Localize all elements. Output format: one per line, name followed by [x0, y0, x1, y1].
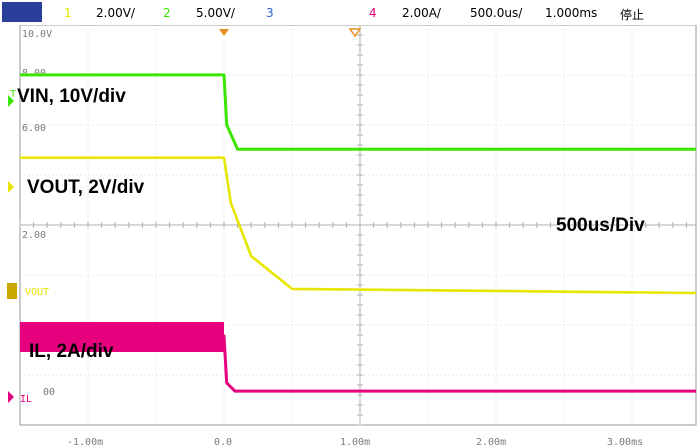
traces	[20, 73, 697, 393]
scope-toolbar: 1 2.00V/ 2 5.00V/ 3 4 2.00A/ 500.0us/ 1.…	[0, 0, 699, 25]
vout-trace	[20, 156, 697, 295]
x-label-3ms: 3.00ms	[607, 437, 643, 448]
ch2-scale[interactable]: 5.00V/	[196, 6, 235, 20]
y-label-0: 00	[43, 387, 55, 398]
vin-annotation: VIN, 10V/div	[17, 86, 126, 107]
timebase-value[interactable]: 500.0us/	[470, 6, 523, 20]
trigger-position-marker[interactable]	[219, 29, 229, 36]
ch3-number[interactable]: 3	[266, 6, 274, 20]
ch2-ground-icon[interactable]	[8, 95, 14, 107]
x-label-2ms: 2.00m	[476, 437, 506, 448]
trigger-time[interactable]: 1.000ms	[545, 6, 598, 20]
ch1-offset-marker[interactable]	[7, 283, 17, 299]
il-annotation: IL, 2A/div	[29, 341, 114, 362]
ch4-number[interactable]: 4	[369, 6, 377, 20]
run-state[interactable]: 停止	[620, 8, 645, 22]
y-label-6: 6.00	[22, 123, 46, 134]
vout-marker-label: VOUT	[25, 287, 49, 298]
y-label-2: 2.00	[22, 230, 46, 241]
il-marker-label: IL	[20, 394, 32, 405]
x-label-0: 0.0	[214, 437, 232, 448]
vin-trace	[20, 73, 696, 151]
trigger-level-marker[interactable]: T	[10, 89, 16, 100]
x-label-1ms: 1.00m	[340, 437, 370, 448]
ch1-ground-icon[interactable]	[8, 181, 14, 193]
ch1-scale[interactable]: 2.00V/	[96, 6, 135, 20]
ch1-number[interactable]: 1	[64, 6, 72, 20]
x-label-minus1ms: -1.00m	[67, 437, 103, 448]
waveform-screen: 10.0V 8.00 6.00 2.00 00 -1.00m 0.0 1.00m…	[7, 25, 697, 448]
menu-button[interactable]	[2, 2, 42, 22]
time-reference-marker[interactable]	[348, 28, 362, 38]
y-label-10v: 10.0V	[22, 29, 52, 40]
il-ripple-band	[20, 322, 224, 352]
ch4-scale[interactable]: 2.00A/	[402, 6, 441, 20]
timescale-annotation: 500us/Div	[556, 215, 645, 236]
ch2-number[interactable]: 2	[163, 6, 171, 20]
vout-annotation: VOUT, 2V/div	[27, 177, 145, 198]
ch4-ground-icon[interactable]	[8, 391, 14, 403]
